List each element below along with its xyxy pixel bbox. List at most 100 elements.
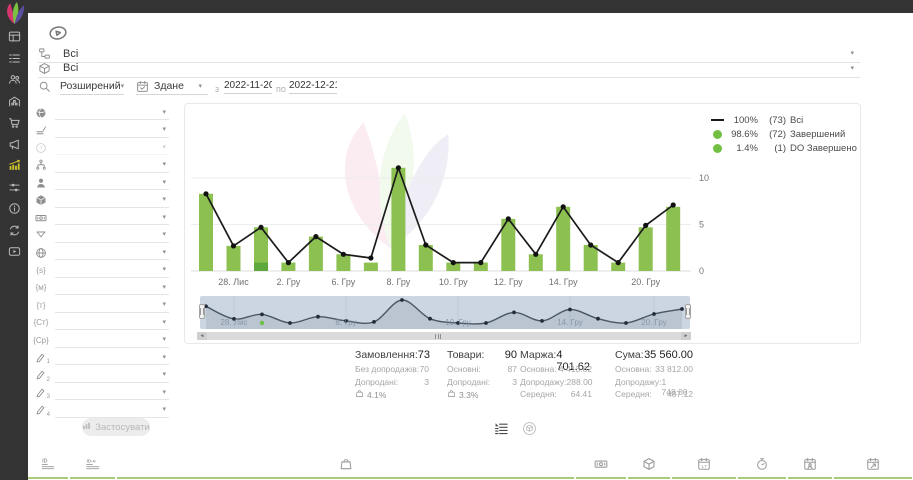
bar-Завершений bbox=[281, 262, 296, 271]
date-to-label: по bbox=[276, 84, 286, 94]
id-lines-icon: ID bbox=[41, 457, 55, 476]
utm-term-dropdown[interactable]: ▾ bbox=[55, 298, 169, 313]
tag-icon: {s} bbox=[33, 264, 49, 277]
chart-scrollbar[interactable]: ◄ ► bbox=[197, 332, 691, 340]
col-delivery[interactable] bbox=[788, 456, 832, 479]
sidebar-item-dashboard[interactable] bbox=[0, 26, 28, 48]
sidebar-item-customers[interactable] bbox=[0, 69, 28, 91]
custom-field-4-dropdown[interactable]: ▾ bbox=[55, 403, 169, 418]
bar-Завершений bbox=[583, 245, 598, 271]
top-bar bbox=[0, 0, 913, 13]
col-updated[interactable] bbox=[834, 456, 912, 479]
legend-item[interactable]: 1.4% (1) DO Завершено bbox=[710, 141, 857, 155]
bar-Завершений bbox=[528, 254, 543, 271]
chart-range-navigator[interactable]: 28. Лис 6. Гру 10. Гру 14. Гру 20. Гру bbox=[199, 296, 691, 329]
sliders-icon bbox=[8, 183, 20, 191]
product-dropdown[interactable]: ▾ bbox=[55, 193, 169, 208]
date-from-input[interactable] bbox=[224, 78, 272, 94]
source-edit-dropdown[interactable]: ▾ bbox=[55, 123, 169, 138]
product-filter-select[interactable]: Всі ▾ bbox=[38, 60, 860, 78]
chevron-down-icon: ▾ bbox=[162, 126, 166, 134]
video-help-icon[interactable] bbox=[45, 23, 71, 43]
utm-medium-dropdown[interactable]: ▾ bbox=[55, 280, 169, 296]
filter-row-custom-field-3: 3 ▾ bbox=[33, 384, 169, 402]
sidebar-item-video-tutorials[interactable] bbox=[0, 241, 28, 263]
structure-dropdown[interactable]: ▾ bbox=[55, 158, 169, 173]
col-id[interactable]: ID bbox=[28, 456, 68, 479]
status-filter-value: Всі bbox=[63, 47, 79, 60]
col-products[interactable] bbox=[117, 456, 574, 479]
funnel-icon bbox=[33, 229, 49, 242]
sidebar-item-orders[interactable] bbox=[0, 48, 28, 70]
custom-field-1-dropdown[interactable]: ▾ bbox=[55, 350, 169, 366]
stat-col-1: Замовлення: 73 Без допродажів: 70 Допродані:… bbox=[355, 349, 430, 400]
custom-field-2-dropdown[interactable]: ▾ bbox=[55, 368, 169, 383]
svg-text:6. Гру: 6. Гру bbox=[332, 277, 356, 287]
product-box-icon bbox=[38, 62, 52, 75]
brush-handle-left[interactable] bbox=[199, 304, 205, 319]
sidebar-item-cart[interactable] bbox=[0, 112, 28, 134]
stat-value: 73 bbox=[417, 349, 430, 361]
sidebar-item-info[interactable] bbox=[0, 198, 28, 220]
stat-subrow: Допродажу: 288.00 bbox=[520, 376, 593, 387]
stat-title: Замовлення: bbox=[355, 349, 418, 361]
package-dark-icon bbox=[33, 194, 49, 207]
apply-button[interactable]: Застосувати bbox=[82, 418, 150, 436]
package-icon bbox=[642, 457, 656, 476]
filter-row-custom-field-1: 1 ▾ bbox=[33, 349, 169, 367]
orders-list-view[interactable] bbox=[494, 421, 509, 436]
col-payment[interactable] bbox=[576, 456, 626, 479]
col-id-external[interactable]: ID-o bbox=[70, 456, 115, 479]
chevron-down-icon: ▾ bbox=[162, 196, 166, 204]
svg-text:14. Гру: 14. Гру bbox=[549, 277, 578, 287]
funnel-dropdown[interactable]: ▾ bbox=[55, 228, 169, 243]
sidebar-item-warehouse[interactable] bbox=[0, 91, 28, 113]
date-from-label: з bbox=[215, 84, 220, 94]
utm-term-tag: {т} bbox=[36, 300, 46, 310]
filter-row-country: ▾ bbox=[33, 104, 169, 122]
sidebar-item-analytics[interactable] bbox=[0, 155, 28, 177]
bar-Завершений bbox=[199, 193, 213, 271]
utm-source-dropdown[interactable]: ▾ bbox=[55, 263, 169, 278]
country-dropdown[interactable]: ▾ bbox=[55, 105, 169, 121]
brush-handle-right[interactable] bbox=[685, 304, 691, 319]
legend-item[interactable]: 98.6% (72) Завершений bbox=[710, 127, 857, 141]
bar-Завершений bbox=[336, 254, 351, 271]
col-time[interactable] bbox=[738, 456, 786, 479]
line-point bbox=[533, 251, 539, 257]
svg-text:8. Гру: 8. Гру bbox=[387, 277, 411, 287]
chevron-down-icon: ▾ bbox=[162, 318, 166, 326]
payment-dropdown[interactable]: ▾ bbox=[55, 210, 169, 226]
sidebar-item-settings[interactable] bbox=[0, 177, 28, 199]
custom-field-3-dropdown[interactable]: ▾ bbox=[55, 385, 169, 401]
date-to-input[interactable] bbox=[289, 78, 337, 94]
warehouse-icon bbox=[8, 96, 20, 107]
unknown-dropdown[interactable]: ▾ bbox=[55, 140, 169, 156]
col-date[interactable]: 17 bbox=[672, 456, 736, 479]
site-dropdown[interactable]: ▾ bbox=[55, 245, 169, 261]
person-pin-icon bbox=[33, 176, 49, 189]
manager-dropdown[interactable]: ▾ bbox=[55, 175, 169, 191]
status-filter-select[interactable]: Всі ▾ bbox=[38, 45, 860, 63]
scroll-right-arrow[interactable]: ► bbox=[681, 332, 691, 340]
stat-subrow: Основна: 33 812.00 bbox=[615, 364, 693, 374]
date-type-select[interactable]: Здане ▾ bbox=[136, 78, 208, 95]
chevron-down-icon: ▾ bbox=[162, 231, 166, 239]
stat-subrow: Основні: 87 bbox=[447, 364, 517, 374]
scroll-left-arrow[interactable]: ◄ bbox=[197, 332, 207, 340]
legend-item[interactable]: 100% (73) Всі bbox=[710, 113, 857, 127]
svg-text:10. Гру: 10. Гру bbox=[439, 277, 468, 287]
tag-icon: {Ст} bbox=[33, 316, 49, 329]
stat-title: Товари: bbox=[447, 349, 485, 361]
sidebar-item-marketing[interactable] bbox=[0, 134, 28, 156]
col-package[interactable] bbox=[628, 456, 670, 479]
utm-content-dropdown[interactable]: ▾ bbox=[55, 315, 169, 331]
stat-title: Маржа: bbox=[520, 349, 557, 361]
utm-campaign-dropdown[interactable]: ▾ bbox=[55, 333, 169, 348]
sidebar-item-sync[interactable] bbox=[0, 220, 28, 242]
chevron-down-icon: ▾ bbox=[850, 50, 854, 57]
scrollbar-grip[interactable] bbox=[435, 333, 441, 339]
search-mode-select[interactable]: Розширений ▾ bbox=[60, 78, 124, 95]
chevron-down-icon: ▾ bbox=[162, 161, 166, 169]
products-view[interactable] bbox=[522, 421, 537, 436]
